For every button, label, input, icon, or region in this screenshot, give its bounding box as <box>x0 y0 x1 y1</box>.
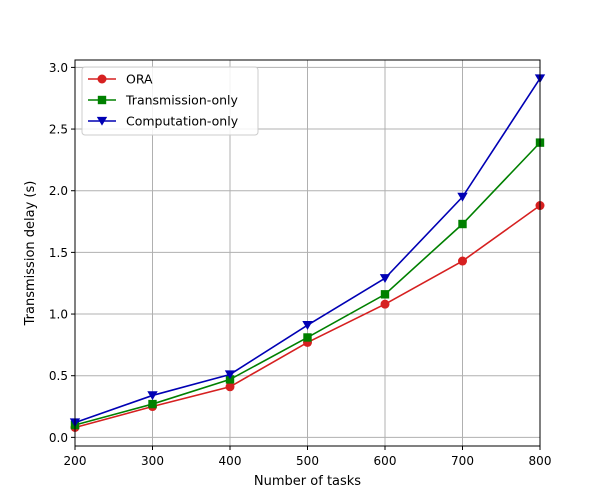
data-point <box>225 375 235 384</box>
data-point <box>97 74 107 84</box>
data-point <box>97 95 107 105</box>
legend-item: Transmission-only <box>88 93 239 108</box>
x-axis-label: Number of tasks <box>254 474 361 489</box>
legend-label: ORA <box>126 72 153 87</box>
y-tick-label: 0.0 <box>49 431 68 445</box>
y-tick-label: 0.5 <box>49 369 68 383</box>
y-tick-label: 1.5 <box>49 246 68 260</box>
data-point <box>458 219 467 229</box>
x-tick-label: 400 <box>219 454 242 468</box>
legend-box <box>81 66 259 136</box>
x-tick-label: 300 <box>141 454 164 468</box>
legend-item: ORA <box>88 72 153 87</box>
data-point <box>147 391 158 401</box>
x-tick-label: 200 <box>64 454 87 468</box>
data-point <box>225 382 235 392</box>
data-point <box>224 370 236 380</box>
data-point <box>302 320 313 330</box>
legend: ORA Transmission-only Computation-only <box>81 66 259 136</box>
data-point <box>379 274 391 283</box>
x-tick-label: 700 <box>451 454 474 468</box>
legend-label: Transmission-only <box>125 93 239 108</box>
data-point <box>380 299 390 309</box>
data-point <box>380 290 390 299</box>
x-axis-ticks: 200 300 400 500 600 700 800 <box>64 446 552 468</box>
y-tick-label: 2.0 <box>49 184 68 198</box>
series-computation-only <box>69 74 546 428</box>
data-point <box>303 333 312 342</box>
legend-item: Computation-only <box>88 114 239 129</box>
y-tick-label: 3.0 <box>49 61 68 75</box>
y-tick-label: 1.0 <box>49 308 68 322</box>
y-tick-label: 2.5 <box>49 123 68 137</box>
x-tick-label: 600 <box>374 454 397 468</box>
data-point <box>458 256 467 266</box>
x-tick-label: 500 <box>296 454 319 468</box>
data-point <box>457 192 468 202</box>
y-axis-ticks: 0.0 0.5 1.0 1.5 2.0 2.5 3.0 <box>49 61 75 445</box>
data-point <box>148 399 157 409</box>
x-tick-label: 800 <box>529 454 552 468</box>
data-point <box>96 116 108 126</box>
legend-label: Computation-only <box>126 114 239 129</box>
grid-lines <box>74 60 541 446</box>
y-axis-label: Transmission delay (s) <box>23 181 38 327</box>
series-layer <box>69 74 546 433</box>
